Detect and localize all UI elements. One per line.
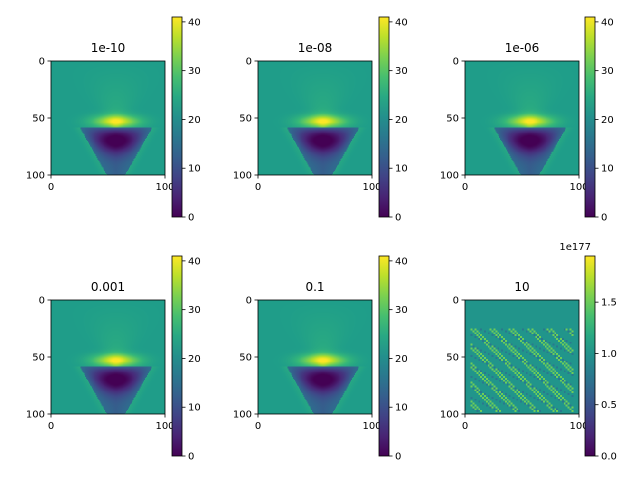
colorbar-tick-label: 40 — [601, 17, 614, 28]
colorbar-tick-label: 0.5 — [601, 400, 617, 411]
colorbar-frame — [584, 255, 596, 457]
colorbar-tick-label: 10 — [395, 403, 408, 414]
x-tick-label: 100 — [155, 182, 174, 193]
subplot-title: 0.1 — [305, 280, 324, 294]
y-tick-label: 100 — [26, 410, 45, 421]
colorbar-tick-label: 0 — [395, 213, 401, 224]
x-tick-label: 100 — [569, 421, 588, 432]
x-tick-label: 0 — [48, 182, 54, 193]
colorbar-tick-label: 40 — [188, 17, 201, 28]
x-tick-label: 100 — [362, 421, 381, 432]
colorbar — [172, 256, 182, 456]
y-tick-label: 100 — [440, 171, 459, 182]
colorbar-offset-label: 1e177 — [559, 242, 591, 253]
colorbar-frame — [171, 16, 183, 218]
colorbar-frame — [171, 255, 183, 457]
y-tick-label: 0 — [453, 57, 459, 68]
colorbar-tick-label: 0 — [188, 213, 194, 224]
subplot-title: 10 — [514, 280, 529, 294]
colorbar-tick-label: 20 — [188, 354, 201, 365]
heatmap-image — [258, 300, 372, 414]
y-tick-label: 50 — [239, 353, 252, 364]
y-tick-label: 100 — [26, 171, 45, 182]
y-tick-label: 50 — [32, 114, 45, 125]
colorbar-tick-label: 40 — [188, 256, 201, 267]
colorbar-tick-label: 0 — [395, 452, 401, 463]
y-tick-label: 100 — [233, 410, 252, 421]
colorbar-tick-label: 40 — [395, 17, 408, 28]
colorbar-frame — [378, 255, 390, 457]
heatmap-image — [51, 300, 165, 414]
colorbar-tick-label: 30 — [188, 66, 201, 77]
colorbar — [172, 17, 182, 217]
colorbar — [585, 17, 595, 217]
heatmap-image — [258, 61, 372, 175]
colorbar-tick-label: 0.0 — [601, 452, 617, 463]
colorbar-tick-label: 20 — [601, 115, 614, 126]
colorbar-tick-label: 30 — [601, 66, 614, 77]
y-tick-label: 0 — [39, 296, 45, 307]
x-tick-label: 100 — [362, 182, 381, 193]
y-tick-label: 50 — [239, 114, 252, 125]
x-tick-label: 100 — [569, 182, 588, 193]
colorbar-tick-label: 10 — [395, 164, 408, 175]
colorbar — [379, 17, 389, 217]
subplot-title: 1e-08 — [298, 41, 333, 55]
subplot-title: 1e-10 — [91, 41, 126, 55]
colorbar — [379, 256, 389, 456]
colorbar-tick-label: 30 — [395, 305, 408, 316]
colorbar-tick-label: 30 — [188, 305, 201, 316]
heatmap-image — [465, 61, 579, 175]
y-tick-label: 100 — [440, 410, 459, 421]
heatmap-image — [51, 61, 165, 175]
colorbar-tick-label: 10 — [188, 403, 201, 414]
subplot-title: 0.001 — [91, 280, 125, 294]
colorbar-tick-label: 1.5 — [601, 298, 617, 309]
colorbar-tick-label: 10 — [601, 164, 614, 175]
x-tick-label: 0 — [462, 421, 468, 432]
colorbar-tick-label: 0 — [188, 452, 194, 463]
y-tick-label: 100 — [233, 171, 252, 182]
colorbar-tick-label: 40 — [395, 256, 408, 267]
colorbar-tick-label: 20 — [395, 115, 408, 126]
x-tick-label: 0 — [255, 421, 261, 432]
x-tick-label: 100 — [155, 421, 174, 432]
heatmap-image — [465, 300, 579, 414]
y-tick-label: 0 — [246, 57, 252, 68]
colorbar-frame — [378, 16, 390, 218]
x-tick-label: 0 — [48, 421, 54, 432]
colorbar-tick-label: 10 — [188, 164, 201, 175]
colorbar-tick-label: 30 — [395, 66, 408, 77]
y-tick-label: 0 — [39, 57, 45, 68]
x-tick-label: 0 — [462, 182, 468, 193]
colorbar-tick-label: 20 — [188, 115, 201, 126]
y-tick-label: 0 — [453, 296, 459, 307]
x-tick-label: 0 — [255, 182, 261, 193]
colorbar — [585, 256, 595, 456]
colorbar-tick-label: 1.0 — [601, 349, 617, 360]
colorbar-frame — [584, 16, 596, 218]
y-tick-label: 50 — [32, 353, 45, 364]
colorbar-tick-label: 0 — [601, 213, 607, 224]
subplot-title: 1e-06 — [505, 41, 540, 55]
y-tick-label: 0 — [246, 296, 252, 307]
colorbar-tick-label: 20 — [395, 354, 408, 365]
y-tick-label: 50 — [446, 114, 459, 125]
y-tick-label: 50 — [446, 353, 459, 364]
